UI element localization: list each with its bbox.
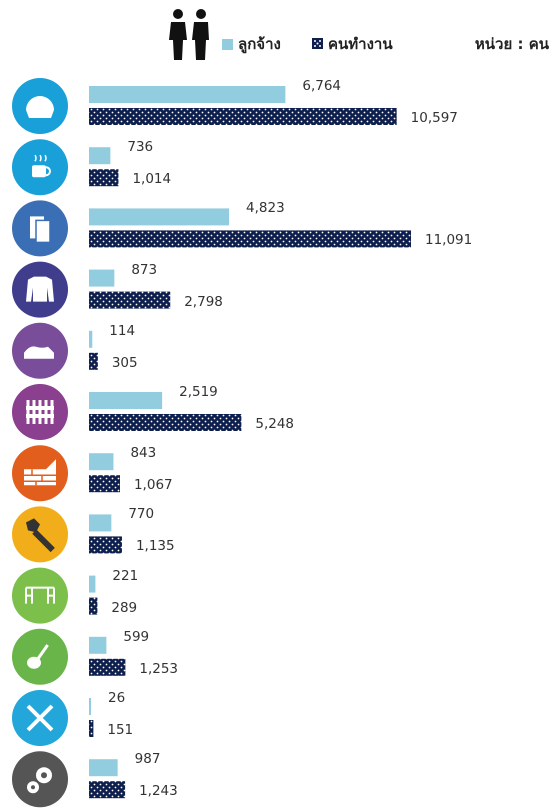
bar-employee	[89, 269, 115, 287]
bar-employee	[89, 575, 96, 593]
guitar-icon	[12, 628, 68, 685]
value-label-employee: 114	[109, 322, 136, 339]
bar-employee	[89, 514, 112, 532]
food-icon	[12, 78, 68, 134]
nonmetal-brick-icon	[12, 445, 68, 502]
value-label-worker: 5,248	[255, 416, 295, 432]
value-label-employee: 987	[134, 751, 161, 768]
bar-worker	[89, 352, 98, 370]
bar-worker	[89, 658, 126, 676]
bar-worker	[89, 536, 122, 554]
value-label-worker: 151	[107, 722, 134, 738]
value-label-worker: 11,091	[425, 232, 473, 249]
bar-employee	[89, 698, 91, 715]
value-label-employee: 26	[108, 690, 126, 706]
bar-employee	[89, 147, 111, 165]
bar-employee	[89, 86, 286, 103]
bar-worker	[89, 230, 411, 248]
value-label-worker: 1,135	[135, 538, 175, 555]
value-label-employee: 873	[131, 261, 158, 278]
value-label-employee: 599	[123, 628, 150, 645]
bar-worker	[89, 108, 397, 125]
value-label-worker: 305	[111, 354, 138, 371]
bar-employee	[89, 759, 118, 777]
bar-worker	[89, 597, 98, 615]
value-label-worker: 289	[111, 599, 138, 616]
bar-worker	[89, 291, 171, 309]
bar-worker	[89, 169, 119, 187]
bar-worker	[89, 475, 120, 493]
bar-employee	[89, 392, 163, 409]
furniture-icon	[12, 567, 68, 624]
beverage-icon	[12, 139, 68, 196]
value-label-employee: 843	[130, 445, 157, 462]
value-label-worker: 1,067	[133, 477, 173, 494]
value-label-worker: 1,014	[132, 171, 172, 188]
textile-icon	[12, 200, 68, 257]
bar-worker	[89, 414, 242, 431]
value-label-employee: 4,823	[246, 200, 285, 217]
apparel-icon	[12, 261, 68, 318]
value-label-employee: 736	[127, 139, 154, 156]
wood-icon	[12, 384, 68, 440]
value-label-employee: 6,764	[302, 78, 342, 94]
legend-label-employee: ลูกจ้าง	[238, 35, 281, 53]
value-label-worker: 1,253	[139, 660, 179, 677]
value-label-employee: 221	[112, 567, 139, 584]
bar-worker	[89, 781, 126, 799]
value-label-employee: 770	[128, 506, 155, 523]
bar-worker	[89, 720, 94, 737]
value-label-employee: 2,519	[179, 384, 218, 400]
bar-employee	[89, 636, 107, 654]
value-label-worker: 10,597	[410, 110, 458, 126]
legend-swatch-employee	[222, 39, 233, 50]
repair-tools-icon	[12, 690, 68, 746]
metal-bolt-icon	[12, 506, 68, 563]
machinery-gear-icon	[12, 751, 68, 808]
value-label-worker: 1,243	[139, 783, 178, 800]
legend-swatch-worker	[312, 38, 323, 49]
footwear-icon	[12, 322, 68, 379]
bar-employee	[89, 208, 230, 226]
people-icon	[169, 9, 209, 60]
value-label-worker: 2,798	[184, 293, 223, 310]
unit-label: หน่วย : คน	[474, 35, 549, 53]
bar-employee	[89, 453, 114, 471]
legend-label-worker: คนทำงาน	[328, 35, 393, 53]
bar-employee	[89, 330, 93, 348]
